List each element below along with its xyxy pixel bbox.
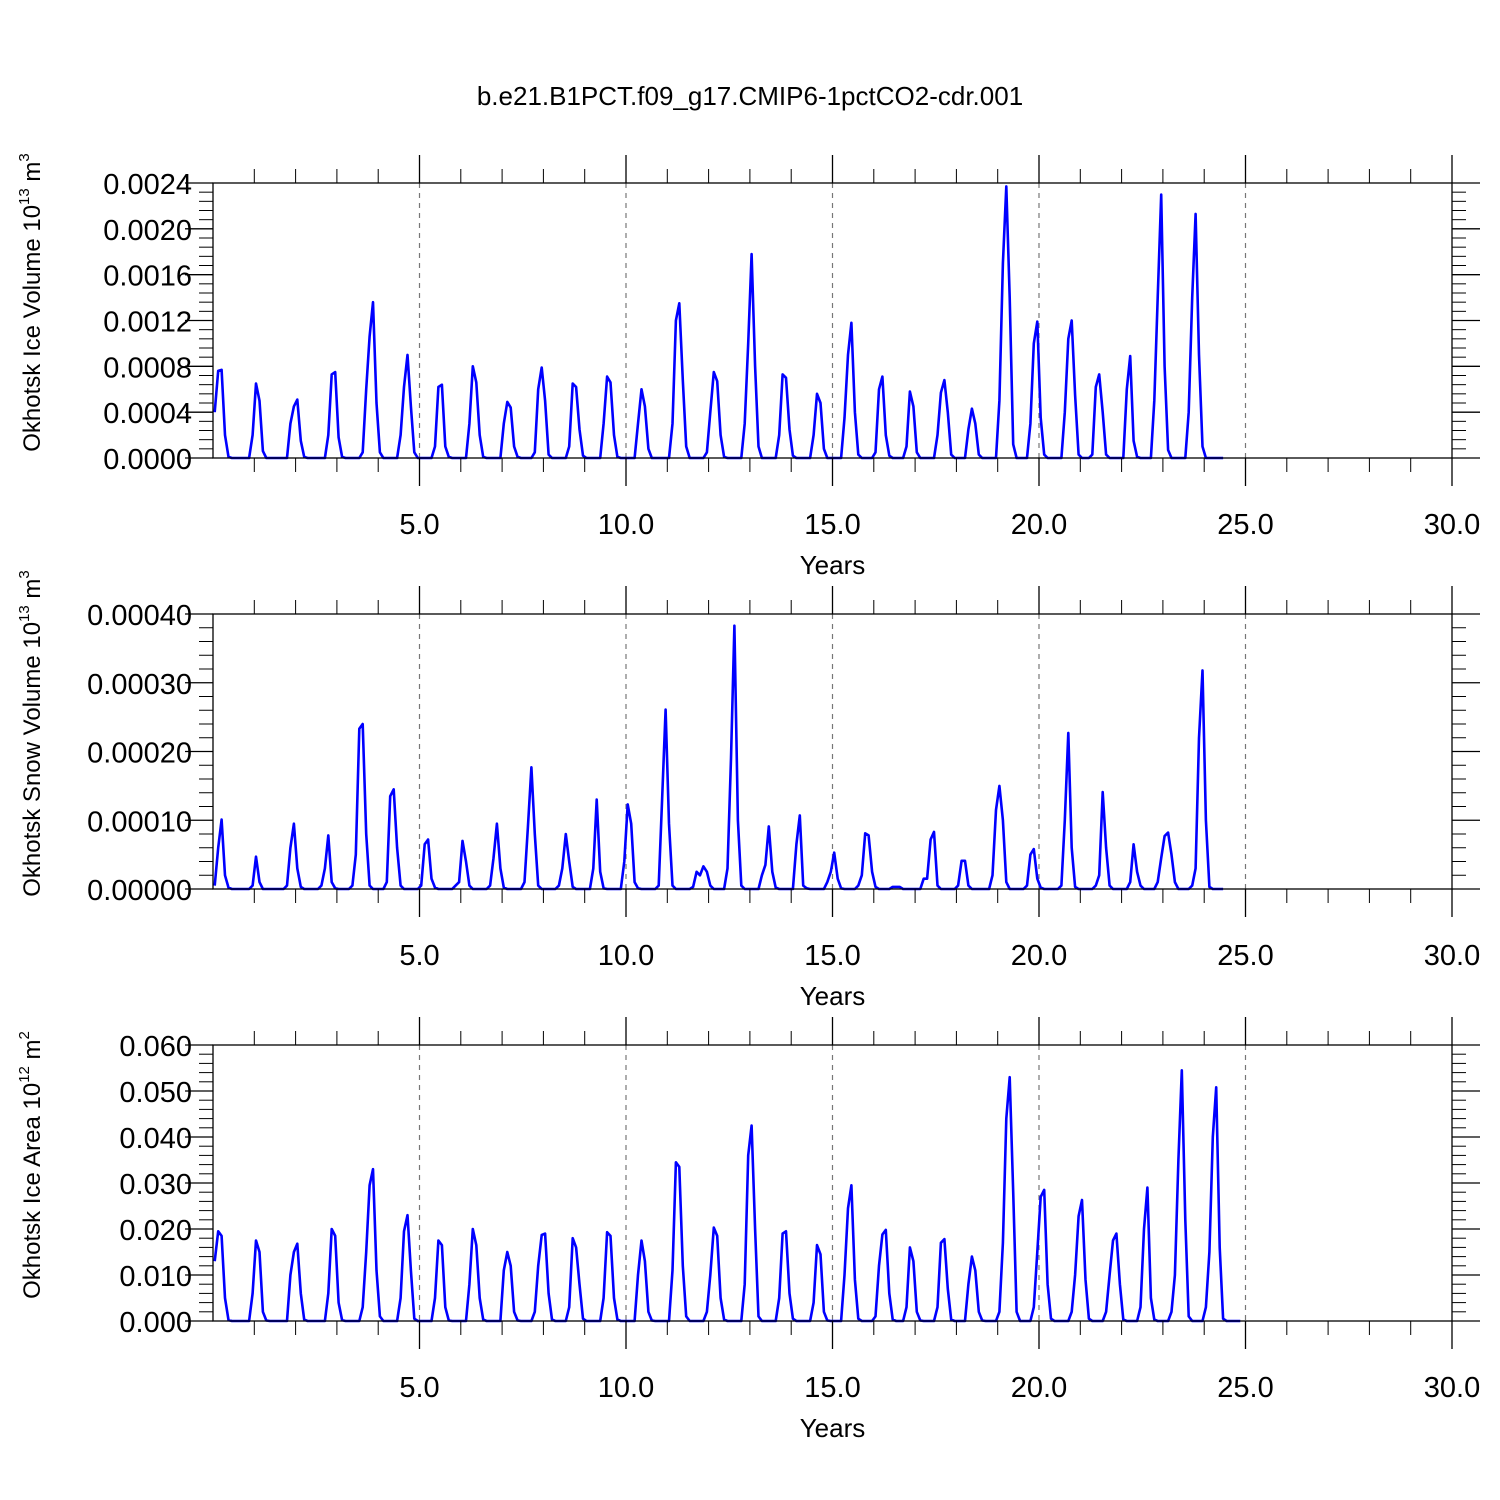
x-tick-label: 10.0 [598,1372,654,1404]
series-line [213,185,1224,460]
x-tick-label: 25.0 [1217,940,1273,972]
y-tick-label: 0.0016 [103,261,192,293]
y-tick-label: 0.00030 [87,669,192,701]
series-line [213,1069,1241,1323]
y-tick-label: 0.00040 [87,600,192,632]
x-tick-label: 25.0 [1217,509,1273,541]
series-line [213,624,1224,891]
x-tick-label: 10.0 [598,940,654,972]
y-tick-label: 0.00000 [87,875,192,907]
x-tick-label: 15.0 [804,1372,860,1404]
chart-panel-1: 5.0 10.0 15.0 20.0 25.0 30.0 0.0000 0.0004 0.000… [16,153,1480,580]
x-tick-label: 15.0 [804,940,860,972]
y-tick-label: 0.000 [119,1307,192,1339]
y-axis-label: Okhotsk Snow Volume 1013 m3 [16,570,46,897]
y-tick-label: 0.010 [119,1261,192,1293]
figure-title: b.e21.B1PCT.f09_g17.CMIP6-1pctCO2-cdr.00… [477,81,1023,111]
y-tick-label: 0.050 [119,1077,192,1109]
x-tick-label: 20.0 [1011,1372,1067,1404]
x-tick-label: 15.0 [804,509,860,541]
y-axis-label: Okhotsk Ice Area 1012 m2 [16,1031,46,1299]
y-tick-label: 0.0020 [103,215,192,247]
x-tick-label: 5.0 [399,1372,439,1404]
x-tick-label: 30.0 [1424,940,1480,972]
x-tick-label: 5.0 [399,509,439,541]
y-tick-label: 0.0012 [103,307,192,339]
y-axis-label: Okhotsk Ice Volume 1013 m3 [16,153,46,452]
y-tick-label: 0.040 [119,1123,192,1155]
y-tick-label: 0.0000 [103,444,192,476]
x-axis-label: Years [800,981,866,1011]
x-tick-label: 20.0 [1011,940,1067,972]
x-tick-label: 10.0 [598,509,654,541]
x-tick-label: 30.0 [1424,509,1480,541]
y-tick-label: 0.0024 [103,169,192,201]
x-tick-label: 20.0 [1011,509,1067,541]
x-tick-label: 5.0 [399,940,439,972]
y-tick-label: 0.060 [119,1031,192,1063]
y-tick-label: 0.020 [119,1215,192,1247]
x-tick-label: 25.0 [1217,1372,1273,1404]
y-tick-label: 0.0008 [103,352,192,384]
x-axis-label: Years [800,1413,866,1443]
y-tick-label: 0.030 [119,1169,192,1201]
x-axis-label: Years [800,550,866,580]
chart-panel-2: 5.0 10.0 15.0 20.0 25.0 30.0 0.00000 0.00010 0.0… [16,570,1480,1011]
y-tick-label: 0.0004 [103,398,192,430]
chart-panels: 5.0 10.0 15.0 20.0 25.0 30.0 0.0000 0.0004 0.000… [16,153,1480,1443]
y-tick-label: 0.00020 [87,738,192,770]
x-tick-label: 30.0 [1424,1372,1480,1404]
chart-panel-3: 5.0 10.0 15.0 20.0 25.0 30.0 0.000 0.010 0.020 0.… [16,1017,1480,1443]
y-tick-label: 0.00010 [87,806,192,838]
